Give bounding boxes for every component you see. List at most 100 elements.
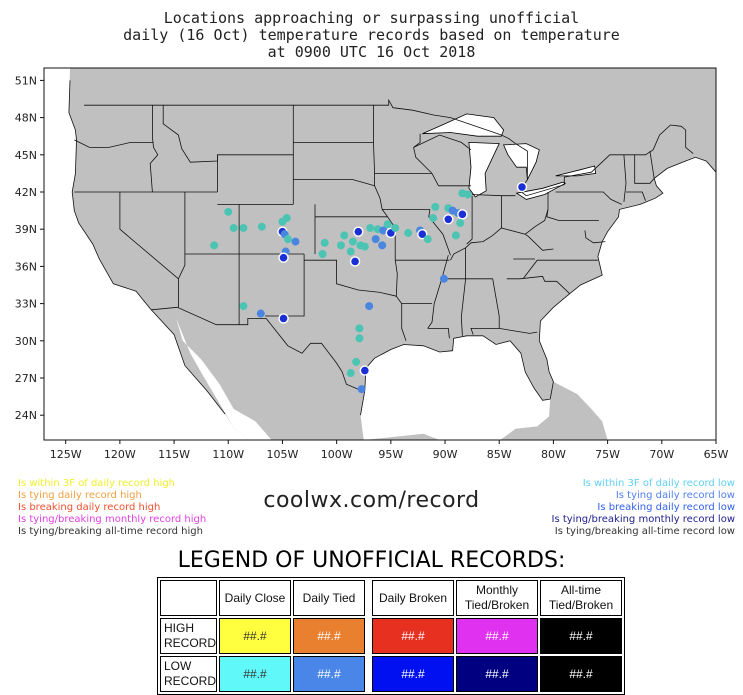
record-marker-29 [346, 247, 355, 256]
record-marker-3 [257, 222, 266, 231]
state-boundary-48 [428, 209, 451, 256]
high-record-key: Is within 3F of daily record high Is tyi… [18, 478, 206, 538]
header-alltime-line2: Tied/Broken [548, 598, 614, 612]
lon-label-105W: 105W [267, 448, 299, 461]
high-key-broken: Is breaking daily record high [18, 502, 161, 513]
lon-label-65W: 65W [704, 448, 729, 461]
legend-low-row: LOW RECORD ##.# ##.# ##.# ##.# ##.# [160, 656, 623, 692]
lat-label-30N: 30N [15, 335, 37, 348]
record-marker-46 [518, 183, 526, 191]
legend-gap [367, 580, 370, 616]
record-marker-57 [357, 385, 366, 394]
record-marker-26 [371, 235, 380, 244]
state-boundary-36 [472, 194, 516, 197]
lon-label-125W: 125W [50, 448, 82, 461]
lon-label-110W: 110W [212, 448, 244, 461]
record-marker-49 [239, 302, 248, 311]
lon-label-80W: 80W [541, 448, 566, 461]
header-monthly-line2: Tied/Broken [464, 598, 530, 612]
record-marker-16 [354, 227, 363, 236]
lake-michigan [468, 141, 500, 198]
record-marker-47 [439, 274, 448, 283]
swatch-high-daily-tied: ##.# [293, 618, 366, 654]
header-alltime-line1: All-time [561, 583, 602, 597]
lat-label-36N: 36N [15, 260, 37, 273]
record-marker-14 [318, 250, 327, 258]
record-marker-23 [383, 220, 392, 229]
record-marker-54 [352, 357, 361, 366]
state-boundary-3 [119, 192, 179, 308]
swatch-low-daily-broken: ##.# [372, 656, 455, 692]
row-label-low: LOW RECORD [160, 656, 218, 692]
lat-label-42N: 42N [15, 186, 37, 199]
record-marker-48 [256, 309, 265, 318]
header-monthly: Monthly Tied/Broken [456, 580, 539, 616]
swatch-low-daily-tied: ##.# [293, 656, 366, 692]
row-high-line1: HIGH [164, 621, 194, 635]
lon-label-90W: 90W [433, 448, 458, 461]
state-boundary-42 [649, 151, 655, 179]
record-markers [210, 181, 528, 394]
gulf-of-mexico [360, 335, 551, 450]
legend-gap [367, 618, 370, 654]
pacific-ocean [44, 68, 250, 440]
legend-table: Daily Close Daily Tied Daily Broken Mont… [157, 577, 626, 695]
swatch-low-alltime: ##.# [540, 656, 623, 692]
record-marker-2 [239, 223, 248, 232]
lon-label-85W: 85W [487, 448, 512, 461]
lon-label-115W: 115W [158, 448, 190, 461]
legend-header-row: Daily Close Daily Tied Daily Broken Mont… [160, 580, 623, 616]
lon-label-70W: 70W [649, 448, 674, 461]
state-boundary-28 [499, 328, 538, 334]
record-marker-11 [210, 241, 219, 250]
low-key-broken: Is breaking daily record low [597, 502, 735, 513]
record-marker-34 [423, 235, 432, 244]
record-marker-52 [355, 324, 364, 333]
record-marker-8 [279, 253, 288, 262]
state-boundary-6 [162, 105, 294, 163]
record-marker-13 [320, 238, 329, 247]
map-axes: 51N 48N 45N 42N 39N 36N 33N 30N 27N 24N 125W 120W 11… [15, 67, 729, 461]
record-marker-53 [355, 334, 364, 343]
header-daily-broken: Daily Broken [372, 580, 455, 616]
header-alltime: All-time Tied/Broken [540, 580, 623, 616]
record-marker-9 [278, 217, 287, 226]
state-boundary-18 [373, 105, 396, 254]
row-label-high: HIGH RECORD [160, 618, 218, 654]
map-base [44, 68, 717, 450]
state-boundary-0 [149, 105, 159, 193]
record-marker-22 [379, 226, 388, 235]
gulf-coastline [360, 335, 551, 416]
state-boundary-39 [555, 191, 622, 205]
state-boundary-32 [506, 275, 570, 294]
high-key-tied: Is tying daily record high [18, 490, 142, 501]
low-key-close: Is within 3F of daily record low [582, 478, 735, 489]
canada-border [84, 98, 694, 197]
record-marker-6 [291, 237, 300, 246]
record-marker-27 [378, 241, 387, 250]
swatch-high-alltime: ##.# [540, 618, 623, 654]
record-marker-36 [429, 214, 438, 223]
high-key-monthly: Is tying/breaking monthly record high [18, 514, 207, 525]
record-marker-51 [365, 302, 374, 311]
lon-label-120W: 120W [104, 448, 136, 461]
state-boundary-38 [524, 209, 549, 235]
lat-label-39N: 39N [15, 223, 37, 236]
high-key-close: Is within 3F of daily record high [18, 478, 176, 489]
record-marker-19 [360, 242, 369, 251]
map-frame [43, 67, 717, 441]
record-marker-50 [279, 314, 288, 323]
lat-label-33N: 33N [15, 298, 37, 311]
record-marker-15 [340, 231, 349, 240]
record-marker-20 [366, 223, 375, 232]
lat-label-51N: 51N [15, 74, 37, 87]
lat-label-24N: 24N [15, 409, 37, 422]
record-marker-17 [348, 237, 357, 246]
atlantic-coastline [538, 156, 717, 400]
record-marker-28 [351, 257, 359, 266]
legend-high-row: HIGH RECORD ##.# ##.# ##.# ##.# ##.# [160, 618, 623, 654]
header-monthly-line1: Monthly [476, 583, 519, 597]
state-boundary-41 [634, 154, 655, 184]
row-low-line2: RECORD [164, 674, 217, 688]
